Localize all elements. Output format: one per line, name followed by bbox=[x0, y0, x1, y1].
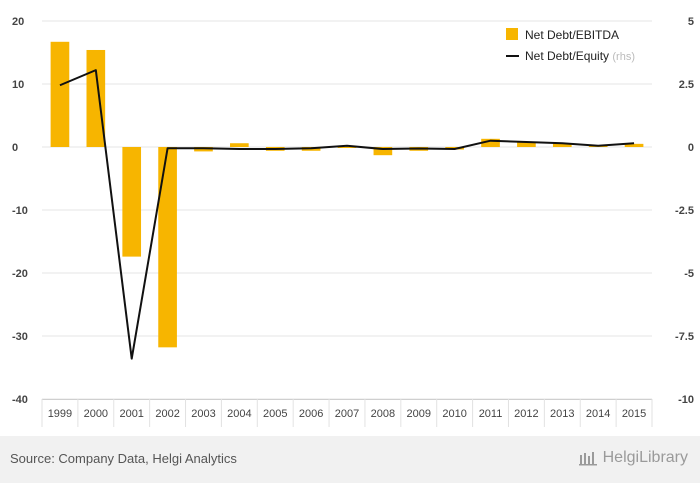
bar bbox=[624, 143, 644, 147]
y-left-tick-label: -30 bbox=[12, 331, 28, 343]
x-tick-label: 2002 bbox=[155, 408, 179, 420]
x-tick-label: 2003 bbox=[191, 408, 215, 420]
x-tick-label: 2012 bbox=[514, 408, 538, 420]
legend-rhs-note: (rhs) bbox=[612, 51, 635, 63]
chart-svg: 1999 2000 2001 2002 2003 2004 2005 2006 2007 2008… bbox=[12, 16, 694, 427]
x-tick-label: 2015 bbox=[622, 408, 646, 420]
x-axis: 1999 2000 2001 2002 2003 2004 2005 2006 2007 2008… bbox=[41, 399, 653, 427]
y-left-tick-label: -10 bbox=[12, 205, 28, 217]
bar bbox=[122, 147, 142, 257]
bar bbox=[337, 147, 357, 148]
y-right-tick-label: -2.5 bbox=[675, 205, 694, 217]
bar bbox=[373, 147, 393, 156]
footer-bar bbox=[0, 436, 700, 483]
source-text: Source: Company Data, Helgi Analytics bbox=[10, 451, 237, 466]
legend-swatch-bar bbox=[506, 28, 518, 40]
bar bbox=[50, 41, 70, 147]
y-axis-left: 20 10 0 -10 -20 -30 -40 bbox=[12, 16, 28, 406]
y-right-tick-label: -5 bbox=[684, 268, 694, 280]
bar bbox=[517, 141, 536, 147]
x-tick-label: 2011 bbox=[479, 408, 503, 420]
bar bbox=[158, 147, 177, 348]
y-left-tick-label: -40 bbox=[12, 394, 28, 406]
x-tick-label: 2009 bbox=[407, 408, 431, 420]
x-tick-label: 1999 bbox=[48, 408, 72, 420]
bar bbox=[230, 143, 249, 147]
y-right-tick-label: -7.5 bbox=[675, 331, 694, 343]
x-tick-label: 2010 bbox=[442, 408, 466, 420]
x-tick-label: 2006 bbox=[299, 408, 323, 420]
legend: Net Debt/EBITDA Net Debt/Equity (rhs) bbox=[506, 28, 635, 63]
legend-label-bar: Net Debt/EBITDA bbox=[525, 28, 619, 42]
y-axis-right: 5 2.5 0 -2.5 -5 -7.5 -10 bbox=[675, 16, 694, 406]
x-tick-label: 2007 bbox=[335, 408, 359, 420]
y-right-tick-label: 0 bbox=[688, 142, 694, 154]
bar-series bbox=[50, 41, 644, 348]
x-tick-label: 2000 bbox=[84, 408, 108, 420]
x-tick-label: 2014 bbox=[586, 408, 610, 420]
brand-name: HelgiLibrary bbox=[602, 449, 688, 466]
y-right-tick-label: 5 bbox=[688, 16, 694, 28]
y-left-tick-label: -20 bbox=[12, 268, 28, 280]
bar bbox=[552, 143, 572, 147]
legend-label-line: Net Debt/Equity (rhs) bbox=[525, 49, 635, 63]
x-tick-label: 2005 bbox=[263, 408, 287, 420]
y-right-tick-label: -10 bbox=[678, 394, 694, 406]
y-left-tick-label: 0 bbox=[12, 142, 18, 154]
y-left-tick-label: 20 bbox=[12, 16, 24, 28]
line-series-path bbox=[59, 69, 635, 360]
x-tick-label: 2004 bbox=[227, 408, 251, 420]
bar bbox=[86, 49, 106, 148]
x-tick-label: 2001 bbox=[119, 408, 143, 420]
library-icon bbox=[578, 450, 599, 466]
bar bbox=[481, 138, 500, 147]
line-series bbox=[59, 69, 635, 360]
x-tick-label: 2013 bbox=[550, 408, 574, 420]
y-right-tick-label: 2.5 bbox=[679, 79, 694, 91]
x-tick-label: 2008 bbox=[371, 408, 395, 420]
brand-logo: HelgiLibrary bbox=[578, 449, 688, 467]
y-left-tick-label: 10 bbox=[12, 79, 24, 91]
